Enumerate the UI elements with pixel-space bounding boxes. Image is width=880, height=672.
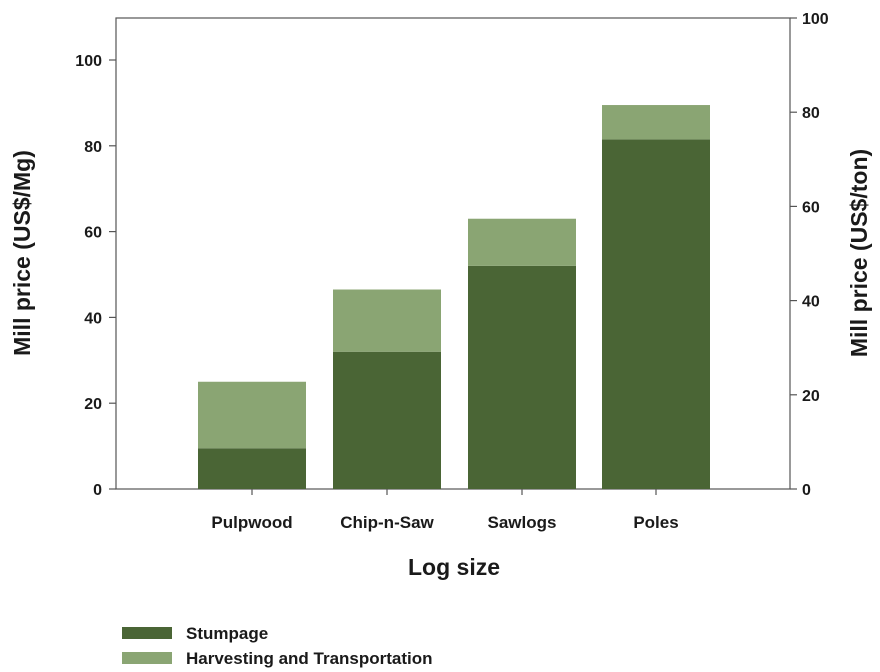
bar-chip-n-saw-harvesting	[333, 289, 441, 352]
y-tick-label-left-100: 100	[75, 53, 102, 70]
bar-poles-harvesting	[602, 105, 710, 140]
y-tick-label-right-40: 40	[802, 294, 820, 311]
legend-swatch-stumpage	[122, 627, 172, 639]
y-tick-label-right-20: 20	[802, 388, 820, 405]
y-tick-label-right-0: 0	[802, 482, 811, 499]
x-tick-label-pulpwood: Pulpwood	[211, 513, 292, 532]
y-tick-label-left-20: 20	[84, 396, 102, 413]
x-tick-label-sawlogs: Sawlogs	[488, 513, 557, 532]
x-axis-title: Log size	[408, 554, 500, 580]
legend-label-harvesting: Harvesting and Transportation	[186, 649, 433, 668]
bar-chip-n-saw-stumpage	[333, 351, 441, 489]
x-tick-label-chip-n-saw: Chip-n-Saw	[340, 513, 434, 532]
y-tick-label-left-80: 80	[84, 139, 102, 156]
y-tick-label-right-100: 100	[802, 11, 829, 28]
bar-sawlogs-harvesting	[468, 218, 576, 266]
bar-poles-stumpage	[602, 139, 710, 490]
y-tick-label-left-0: 0	[93, 482, 102, 499]
left-axis: 0 20 40 60 80 100	[75, 53, 116, 499]
bars	[198, 105, 710, 490]
plot-frame	[115, 17, 791, 490]
legend-swatch-harvesting	[122, 652, 172, 664]
y-tick-label-right-60: 60	[802, 199, 820, 216]
bar-pulpwood-stumpage	[198, 448, 306, 489]
y-tick-label-left-40: 40	[84, 310, 102, 327]
y-axis-title-left: Mill price (US$/Mg)	[9, 150, 35, 356]
y-tick-label-right-80: 80	[802, 105, 820, 122]
y-axis-title-right: Mill price (US$/ton)	[846, 149, 872, 357]
x-tick-label-poles: Poles	[633, 513, 678, 532]
legend-label-stumpage: Stumpage	[186, 624, 268, 643]
right-axis: 0 20 40 60 80 100	[790, 11, 829, 499]
bar-pulpwood-harvesting	[198, 381, 306, 449]
bar-sawlogs-stumpage	[468, 265, 576, 489]
x-axis: Pulpwood Chip-n-Saw Sawlogs Poles	[211, 489, 679, 532]
y-tick-label-left-60: 60	[84, 225, 102, 242]
legend: Stumpage Harvesting and Transportation	[122, 624, 433, 668]
